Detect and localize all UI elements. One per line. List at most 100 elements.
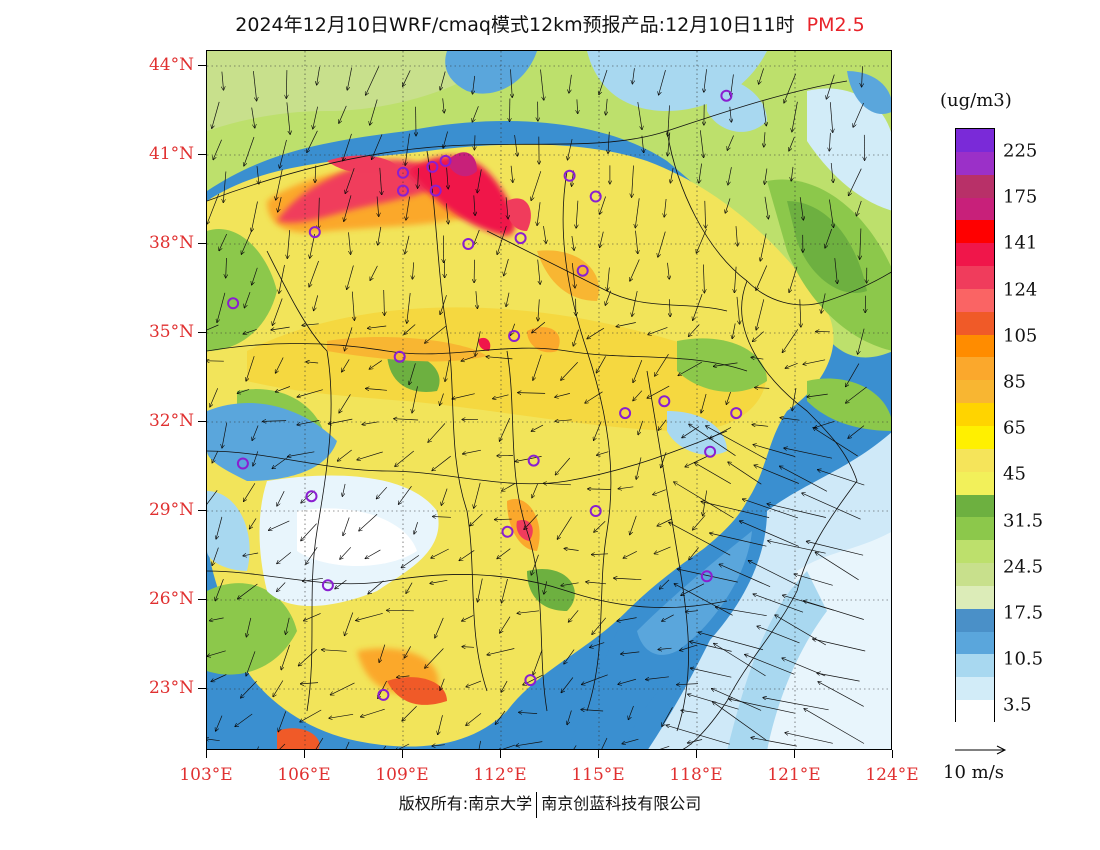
wind-arrow (519, 712, 538, 713)
wind-arrow (628, 705, 634, 720)
wind-arrow (241, 229, 253, 254)
wind-arrow (466, 680, 482, 687)
wind-arrow (636, 457, 642, 479)
wind-arrow (425, 648, 444, 669)
wind-arrow (849, 168, 862, 196)
boundary-line (562, 170, 612, 712)
station-marker[interactable] (501, 525, 514, 538)
station-marker[interactable] (305, 490, 318, 503)
wind-arrow (348, 232, 351, 254)
wind-arrow (387, 610, 414, 611)
lat-tick (198, 65, 206, 66)
monitoring-stations[interactable] (207, 89, 743, 701)
wind-arrow (571, 263, 575, 288)
station-marker[interactable] (397, 166, 409, 179)
wind-arrow (301, 523, 317, 541)
wind-arrow (635, 198, 640, 227)
station-marker[interactable] (462, 238, 475, 250)
station-marker[interactable] (321, 579, 334, 592)
wind-arrow (848, 425, 865, 439)
wind-arrow (829, 199, 833, 228)
wind-arrow (782, 329, 799, 352)
wind-arrow (590, 642, 605, 648)
wind-arrow (345, 612, 354, 636)
wind-arrow (235, 713, 253, 727)
station-marker[interactable] (397, 184, 409, 197)
wind-arrow (821, 293, 826, 313)
station-marker[interactable] (700, 570, 713, 583)
wind-arrow (681, 710, 698, 714)
wind-arrow (813, 639, 866, 652)
station-marker[interactable] (589, 505, 602, 517)
station-marker[interactable] (393, 350, 406, 363)
station-marker[interactable] (236, 457, 249, 470)
wind-arrow (664, 198, 666, 217)
wind-arrow (728, 462, 762, 485)
wind-arrow (343, 133, 352, 161)
station-marker[interactable] (658, 395, 671, 408)
station-marker[interactable] (527, 454, 540, 467)
wind-arrow (278, 711, 287, 731)
station-marker[interactable] (429, 184, 442, 197)
wind-arrow (804, 709, 865, 744)
station-marker[interactable] (439, 154, 452, 167)
wind-arrow (592, 554, 609, 555)
station-marker[interactable] (704, 445, 717, 458)
lat-tick (198, 688, 206, 689)
wind-arrow (712, 689, 762, 711)
station-marker[interactable] (508, 330, 521, 342)
wind-arrow (347, 67, 353, 90)
wind-arrow (219, 233, 228, 251)
wind-arrow (785, 362, 798, 368)
wind-arrow (699, 130, 703, 157)
station-marker[interactable] (377, 688, 390, 701)
station-marker[interactable] (514, 232, 527, 245)
wind-arrow (599, 69, 608, 95)
station-marker[interactable] (576, 264, 589, 277)
colorbar-segment (956, 471, 994, 495)
wind-arrow (714, 644, 766, 677)
wind-arrow (504, 258, 509, 276)
lon-label: 124°E (865, 765, 919, 785)
station-marker[interactable] (308, 226, 321, 239)
lon-tick (794, 750, 795, 758)
wind-arrow (728, 167, 732, 185)
wind-arrow (716, 607, 767, 617)
colorbar-segment (956, 540, 994, 564)
wind-arrow (338, 449, 352, 461)
wind-arrow (517, 610, 540, 614)
pm25-forecast-map[interactable] (206, 50, 892, 750)
wind-arrow (514, 135, 518, 156)
wind-arrow (681, 583, 705, 596)
wind-vectors (207, 66, 867, 749)
wind-arrow (647, 385, 670, 398)
colorbar-segment (956, 563, 994, 586)
station-marker[interactable] (589, 190, 602, 203)
wind-arrow (397, 676, 410, 677)
wind-arrow (834, 258, 838, 283)
station-marker[interactable] (426, 160, 439, 173)
station-marker[interactable] (619, 407, 632, 420)
station-marker[interactable] (720, 89, 733, 102)
wind-arrow (764, 196, 768, 219)
wind-arrow (537, 202, 541, 225)
wind-arrow (406, 582, 413, 594)
wind-arrow (768, 541, 826, 554)
wind-arrow (825, 228, 833, 248)
station-marker[interactable] (730, 407, 743, 420)
wind-arrow (818, 682, 864, 707)
wind-arrow (476, 291, 478, 308)
station-marker[interactable] (524, 674, 537, 687)
wind-arrow (600, 196, 606, 215)
wind-arrow (463, 449, 481, 454)
wind-arrow (594, 421, 602, 440)
wind-arrow (531, 171, 542, 200)
station-marker[interactable] (227, 297, 240, 310)
wind-arrow (438, 715, 443, 734)
wind-arrow (730, 106, 732, 122)
wind-arrow (377, 486, 388, 498)
wind-arrow (690, 642, 732, 652)
wind-arrow (826, 74, 835, 99)
wind-arrow (557, 516, 572, 539)
station-marker[interactable] (563, 169, 576, 182)
